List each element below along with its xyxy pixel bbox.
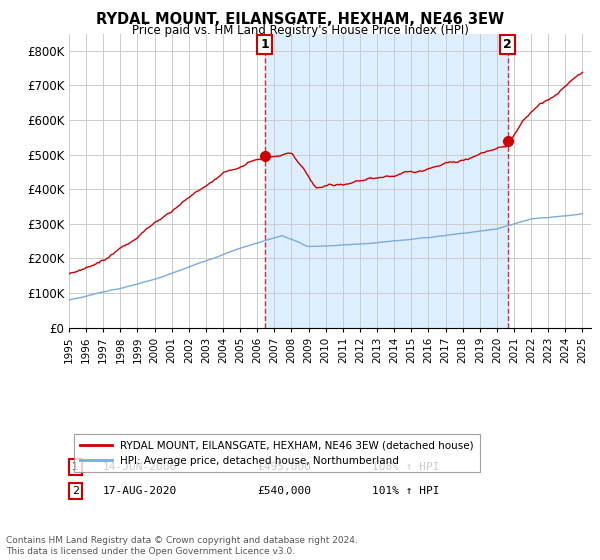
Text: 101% ↑ HPI: 101% ↑ HPI bbox=[372, 486, 439, 496]
Text: £495,000: £495,000 bbox=[257, 462, 311, 472]
Text: 1: 1 bbox=[72, 462, 79, 472]
Text: £540,000: £540,000 bbox=[257, 486, 311, 496]
Bar bbox=[265, 34, 508, 328]
Text: 14-JUN-2006: 14-JUN-2006 bbox=[103, 462, 177, 472]
Text: Contains HM Land Registry data © Crown copyright and database right 2024.
This d: Contains HM Land Registry data © Crown c… bbox=[6, 536, 358, 556]
Text: 1: 1 bbox=[260, 38, 269, 51]
Text: 108% ↑ HPI: 108% ↑ HPI bbox=[372, 462, 439, 472]
Text: Price paid vs. HM Land Registry's House Price Index (HPI): Price paid vs. HM Land Registry's House … bbox=[131, 24, 469, 37]
Legend: RYDAL MOUNT, EILANSGATE, HEXHAM, NE46 3EW (detached house), HPI: Average price, : RYDAL MOUNT, EILANSGATE, HEXHAM, NE46 3E… bbox=[74, 434, 480, 472]
Text: RYDAL MOUNT, EILANSGATE, HEXHAM, NE46 3EW: RYDAL MOUNT, EILANSGATE, HEXHAM, NE46 3E… bbox=[96, 12, 504, 27]
Text: 2: 2 bbox=[503, 38, 512, 51]
Text: 17-AUG-2020: 17-AUG-2020 bbox=[103, 486, 177, 496]
Text: 2: 2 bbox=[72, 486, 79, 496]
